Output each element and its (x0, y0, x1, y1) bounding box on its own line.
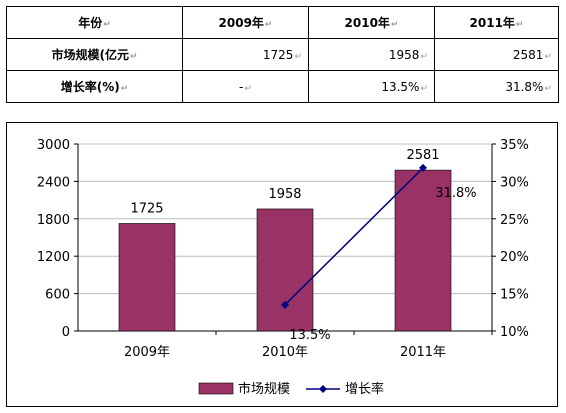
table-header-cell: 2011年↵ (434, 6, 559, 39)
y-right-tick-label: 35% (500, 138, 529, 153)
y-right-tick-label: 10% (500, 325, 529, 340)
legend-swatch-bar (198, 382, 234, 395)
x-tick-label: 2011年 (400, 345, 446, 360)
y-left-tick-label: 3000 (37, 138, 70, 153)
table-row: 增长率(%)↵ -↵ 13.5%↵ 31.8%↵ (6, 70, 559, 103)
y-right-tick-label: 20% (500, 250, 529, 265)
table-cell: 1958↵ (308, 38, 435, 71)
table-header-cell: 2009年↵ (182, 6, 309, 39)
y-left-tick-label: 1800 (37, 213, 70, 228)
legend-swatch-marker (319, 385, 327, 393)
table-header-cell: 2010年↵ (308, 6, 435, 39)
growth-value-label: 31.8% (435, 186, 476, 201)
table-row-label: 增长率(%)↵ (6, 70, 183, 103)
bar (256, 208, 314, 332)
bar (394, 169, 452, 332)
table-cell: 1725↵ (182, 38, 309, 71)
growth-value-label: 13.5% (289, 328, 330, 343)
y-right-tick-label: 25% (500, 213, 529, 228)
legend-label: 增长率 (345, 381, 384, 397)
table-header-row: 年份↵ 2009年↵ 2010年↵ 2011年↵ (6, 6, 559, 39)
chart-frame: 0 600 1200 1800 2400 3000 10% 15% 20% 25% 30% 35% 17… (6, 122, 558, 407)
y-left-tick-label: 600 (45, 288, 70, 303)
y-left-tick-label: 2400 (37, 175, 70, 190)
y-left-tick-label: 1200 (37, 250, 70, 265)
table-cell: 31.8%↵ (434, 70, 559, 103)
x-tick-label: 2010年 (262, 345, 308, 360)
table-row-label: 市场规模(亿元↵ (6, 38, 183, 71)
data-table: 年份↵ 2009年↵ 2010年↵ 2011年↵ 市场规模(亿元↵ 1725↵ … (6, 6, 559, 103)
y-left-tick-label: 0 (62, 325, 70, 340)
table-row: 市场规模(亿元↵ 1725↵ 1958↵ 2581↵ (6, 38, 559, 71)
bar-value-label: 1958 (268, 187, 301, 202)
growth-point (419, 163, 427, 172)
bar (118, 223, 176, 332)
bar-value-label: 2581 (406, 148, 439, 163)
table-cell: -↵ (182, 70, 309, 103)
y-right-tick-label: 30% (500, 175, 529, 190)
legend-label: 市场规模 (238, 381, 290, 397)
table-header-cell: 年份↵ (6, 6, 183, 39)
table-cell: 13.5%↵ (308, 70, 435, 103)
growth-point (281, 300, 289, 309)
x-tick-label: 2009年 (124, 345, 170, 360)
table-cell: 2581↵ (434, 38, 559, 71)
bar-value-label: 1725 (130, 201, 163, 216)
y-right-tick-label: 15% (500, 288, 529, 303)
growth-line (284, 167, 424, 306)
combo-chart: 0 600 1200 1800 2400 3000 10% 15% 20% 25% 30% 35% 17… (37, 138, 529, 397)
